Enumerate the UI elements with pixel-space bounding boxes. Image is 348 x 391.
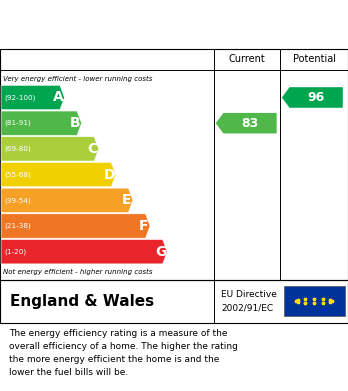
Text: Very energy efficient - lower running costs: Very energy efficient - lower running co… (3, 76, 153, 82)
Text: D: D (104, 168, 115, 181)
Text: (55-68): (55-68) (5, 171, 31, 178)
Polygon shape (1, 162, 116, 187)
Text: England & Wales: England & Wales (10, 294, 155, 308)
Text: (1-20): (1-20) (5, 248, 27, 255)
Text: F: F (139, 219, 149, 233)
Bar (284, 286, 345, 316)
Polygon shape (1, 214, 150, 238)
Text: (39-54): (39-54) (5, 197, 31, 204)
Text: 83: 83 (242, 117, 259, 130)
Text: A: A (53, 90, 64, 104)
Text: Potential: Potential (293, 54, 335, 64)
Polygon shape (1, 188, 133, 212)
Text: C: C (87, 142, 97, 156)
Polygon shape (1, 111, 81, 135)
Polygon shape (216, 113, 277, 133)
Text: G: G (155, 245, 167, 259)
Text: (21-38): (21-38) (5, 223, 31, 229)
Text: (69-80): (69-80) (5, 145, 31, 152)
Text: B: B (70, 116, 81, 130)
Polygon shape (1, 137, 99, 161)
Text: (92-100): (92-100) (5, 94, 36, 101)
Text: The energy efficiency rating is a measure of the
overall efficiency of a home. T: The energy efficiency rating is a measur… (9, 329, 238, 377)
Text: 2002/91/EC: 2002/91/EC (221, 303, 273, 312)
Text: Current: Current (229, 54, 266, 64)
Polygon shape (1, 240, 167, 264)
Polygon shape (1, 85, 64, 109)
Text: EU Directive: EU Directive (221, 290, 277, 299)
Text: E: E (122, 193, 132, 207)
Polygon shape (282, 87, 343, 108)
Text: Energy Efficiency Rating: Energy Efficiency Rating (9, 17, 230, 32)
Text: (81-91): (81-91) (5, 120, 31, 126)
Text: 96: 96 (308, 91, 325, 104)
Text: Not energy efficient - higher running costs: Not energy efficient - higher running co… (3, 269, 153, 275)
